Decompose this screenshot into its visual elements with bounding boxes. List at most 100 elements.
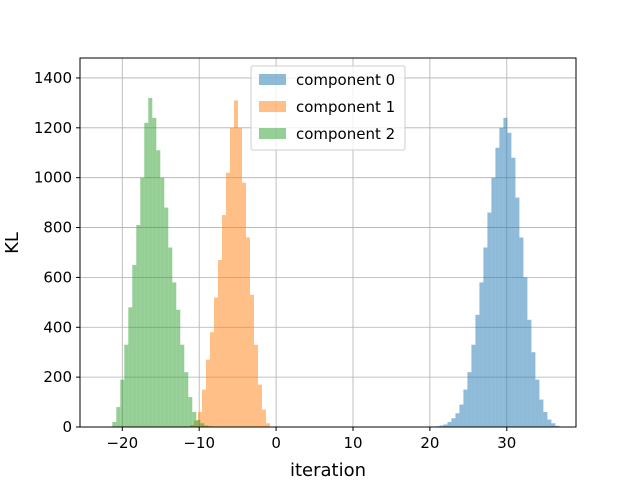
bar-component-2: [128, 307, 133, 427]
bar-component-0: [515, 197, 520, 427]
bar-component-0: [503, 117, 508, 428]
bar-component-2: [136, 225, 141, 427]
bar-component-1: [249, 294, 254, 427]
bar-component-2: [144, 122, 149, 427]
y-tick-label: 0: [62, 418, 72, 436]
bar-component-2: [112, 422, 117, 427]
bar-component-0: [527, 319, 532, 427]
bar-component-0: [447, 422, 452, 427]
bar-component-1: [217, 259, 222, 427]
bar-component-0: [459, 404, 464, 427]
bar-component-0: [439, 425, 444, 427]
bar-component-0: [523, 277, 528, 427]
bar-component-1: [205, 359, 210, 427]
bar-component-0: [467, 372, 472, 427]
bar-component-1: [201, 389, 206, 427]
axis-ticks: −20 −10 0 10 20 30 0 200 400 600 800 1000 1200 1400: [34, 69, 517, 452]
bar-component-0: [519, 237, 524, 427]
y-axis-label: KL: [2, 232, 23, 254]
bar-component-2: [188, 397, 193, 427]
bar-component-0: [495, 147, 500, 427]
bar-component-0: [479, 282, 484, 427]
y-tick-label: 600: [43, 268, 72, 286]
x-tick-label: 0: [271, 434, 281, 452]
plot-frame: [79, 57, 577, 428]
bar-component-2: [196, 420, 201, 427]
y-tick-label: 400: [43, 318, 72, 336]
bar-component-1: [253, 344, 258, 427]
x-axis-label: iteration: [290, 460, 366, 480]
y-tick-label: 1000: [34, 169, 72, 187]
bar-component-2: [180, 344, 185, 427]
bar-component-2: [148, 97, 153, 427]
bar-component-2: [164, 207, 169, 427]
bar-component-2: [168, 247, 173, 427]
bar-component-1: [245, 237, 250, 427]
bar-component-0: [451, 418, 456, 427]
bar-component-1: [265, 423, 270, 427]
x-tick-label: 30: [497, 434, 516, 452]
bar-component-1: [197, 412, 202, 427]
legend: component 0 component 1 component 2: [250, 65, 406, 151]
x-tick-label: 20: [420, 434, 439, 452]
bar-component-0: [547, 419, 552, 427]
legend-label: component 2: [296, 125, 395, 143]
bar-component-0: [555, 425, 560, 427]
bar-component-1: [229, 127, 234, 427]
legend-label: component 0: [296, 71, 395, 89]
bar-component-0: [499, 127, 504, 427]
bar-component-2: [176, 309, 181, 427]
x-tick-label: −10: [183, 434, 215, 452]
bar-component-2: [140, 177, 145, 427]
bar-component-2: [184, 372, 189, 427]
bar-component-0: [455, 413, 460, 427]
bar-component-2: [156, 150, 161, 427]
y-tick-label: 200: [43, 368, 72, 386]
bar-component-2: [152, 117, 157, 428]
bar-component-1: [233, 100, 238, 427]
bar-component-0: [463, 389, 468, 427]
bar-component-2: [192, 412, 197, 427]
bar-component-2: [172, 282, 177, 427]
x-tick-label: −20: [106, 434, 138, 452]
bar-component-2: [124, 344, 129, 427]
legend-swatch: [259, 128, 286, 139]
y-tick-label: 1200: [34, 119, 72, 137]
bar-component-0: [491, 177, 496, 427]
y-tick-label: 1400: [34, 69, 72, 87]
bar-component-2: [116, 407, 121, 427]
bar-component-0: [471, 344, 476, 427]
bar-component-2: [160, 177, 165, 427]
bar-component-1: [225, 172, 230, 427]
bar-component-1: [257, 384, 262, 427]
y-tick-label: 800: [43, 219, 72, 237]
bar-component-2: [120, 379, 125, 427]
bar-component-2: [132, 264, 137, 427]
bar-component-0: [535, 379, 540, 427]
bar-component-1: [209, 332, 214, 427]
bar-component-1: [237, 127, 242, 427]
bar-component-2: [200, 423, 205, 427]
bar-component-0: [531, 352, 536, 427]
bar-component-1: [213, 297, 218, 427]
bar-component-0: [483, 247, 488, 427]
histogram-bars: [112, 97, 560, 428]
x-tick-label: 10: [343, 434, 362, 452]
bar-component-0: [507, 132, 512, 427]
legend-swatch: [259, 101, 286, 112]
bar-component-0: [551, 423, 556, 427]
bar-component-0: [543, 412, 548, 427]
bar-component-0: [511, 157, 516, 427]
bar-component-0: [539, 399, 544, 427]
bar-component-0: [475, 314, 480, 427]
legend-swatch: [259, 74, 286, 85]
bar-component-1: [241, 182, 246, 427]
bar-component-0: [443, 424, 448, 427]
bar-component-1: [261, 409, 266, 427]
bar-component-2: [204, 425, 209, 427]
legend-box: [250, 65, 406, 151]
bar-component-0: [487, 212, 492, 427]
bar-component-1: [221, 215, 226, 427]
legend-label: component 1: [296, 98, 395, 116]
